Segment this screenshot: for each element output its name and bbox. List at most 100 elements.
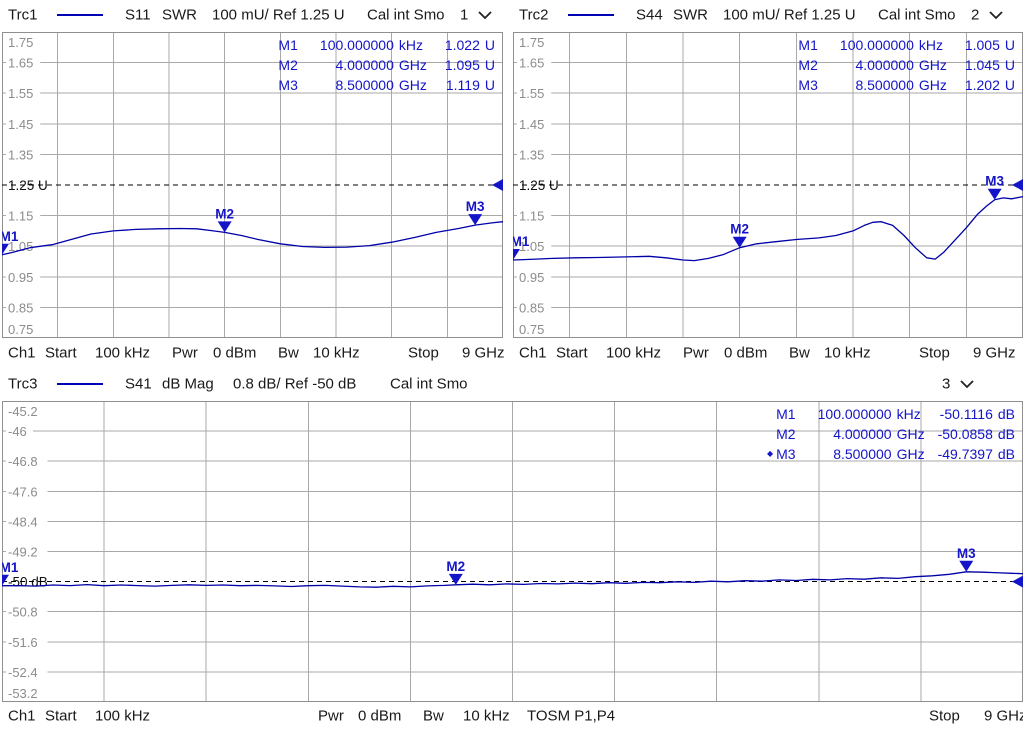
chevron-down-icon[interactable] [988,10,1004,20]
marker-name: M2 [798,57,818,73]
marker-label-M1: M1 [2,229,19,244]
ref-level-arrow-icon[interactable] [492,179,503,191]
marker-readout-row-M3[interactable]: ◆ M3 8.500000 GHz -49.7397 dB [767,444,1015,464]
stop-value[interactable]: 9 GHz [984,707,1023,724]
marker-triangle-M1[interactable] [513,248,521,260]
marker-frequency-unit: GHz [398,57,427,73]
marker-value: -50.0858 [937,426,993,442]
marker-frequency: 8.500000 [833,446,892,462]
trc1-trace-line [2,221,503,256]
stop-value[interactable]: 9 GHz [462,344,505,361]
ref-level-label: 1.25 U [519,178,559,193]
channel-number[interactable]: 1 [460,6,469,24]
y-tick-bg [6,209,41,224]
trace-cal[interactable]: Cal int Smo [367,6,445,24]
marker-readout-row-M1[interactable]: M1 100.000000 kHz 1.005 U [795,35,1015,55]
ref-level-arrow-icon[interactable] [1012,575,1023,588]
marker-triangle-M3[interactable] [468,214,483,226]
y-tick-bg [6,455,48,470]
pwr-value[interactable]: 0 dBm [213,344,257,361]
trace-format[interactable]: SWR [673,6,708,24]
marker-name: M1 [798,37,818,53]
marker-readout-trc2: M1 100.000000 kHz 1.005 U M2 4.000000 GHz 1.045 U… [795,35,1015,95]
trc3-trace-line [2,571,1023,588]
marker-frequency: 100.000000 [839,37,914,53]
y-tick-bg [6,665,48,680]
marker-triangle-M3[interactable] [987,188,1002,200]
trace-sparam[interactable]: S44 [636,6,663,24]
marker-readout-row-M1[interactable]: M1 100.000000 kHz 1.022 U [275,35,495,55]
trc2-plot-area[interactable]: 1.75 1.65 1.55 1.45 1.35 1.15 1.05 0.95 0.85 0.75… [513,32,1023,338]
active-marker-icon: ◆ [766,449,774,458]
marker-value-unit: U [484,37,495,53]
marker-readout-row-M2[interactable]: M2 4.000000 GHz 1.045 U [795,55,1015,75]
trace-label[interactable]: Trc3 [8,375,38,393]
y-tick-label: -51.6 [8,635,38,650]
chevron-down-icon[interactable] [959,379,975,389]
channel-footer-2: Ch1 Start 100 kHz Pwr 0 dBm Bw 10 kHz St… [511,338,1023,367]
bw-value[interactable]: 10 kHz [313,344,360,361]
channel-number[interactable]: 2 [971,6,980,24]
channel-label[interactable]: Ch1 [8,707,36,724]
y-tick-label: 1.75 [8,35,33,50]
pwr-label: Pwr [318,707,344,724]
marker-triangle-M1[interactable] [2,243,10,255]
marker-triangle-M1[interactable] [2,574,10,586]
marker-frequency: 4.000000 [335,57,394,73]
y-tick-bg [6,425,33,440]
trace-style-line-icon [568,14,614,16]
chevron-down-icon[interactable] [477,10,493,20]
y-tick-bg [517,209,552,224]
stop-value[interactable]: 9 GHz [973,344,1016,361]
bw-value[interactable]: 10 kHz [824,344,871,361]
marker-frequency-unit: kHz [896,406,921,422]
y-tick-label: 1.55 [8,86,33,101]
trace-cal[interactable]: Cal int Smo [878,6,956,24]
trace-cal[interactable]: Cal int Smo [390,375,468,393]
y-tick-label: 0.95 [8,270,33,285]
channel-label[interactable]: Ch1 [519,344,547,361]
y-tick-label: -53.2 [8,686,38,701]
trace-format[interactable]: SWR [162,6,197,24]
trace-format[interactable]: dB Mag [162,375,214,393]
trace-scale[interactable]: 0.8 dB/ Ref -50 dB [233,375,357,393]
marker-triangle-M2[interactable] [448,573,463,585]
trace-sparam[interactable]: S41 [125,375,152,393]
trace-sparam[interactable]: S11 [125,6,151,24]
marker-name: M1 [776,406,796,422]
channel-number[interactable]: 3 [942,375,951,393]
trc3-plot-area[interactable]: -45.2 -46 -46.8 -47.6 -48.4 -49.2 -50.8 -51.6 -5… [2,401,1023,702]
marker-name: M2 [776,426,796,442]
trace-scale[interactable]: 100 mU/ Ref 1.25 U [212,6,345,24]
trace-label[interactable]: Trc1 [8,6,38,24]
pwr-label: Pwr [172,344,198,361]
pwr-value[interactable]: 0 dBm [358,707,402,724]
marker-triangle-M2[interactable] [217,221,232,233]
channel-footer-1: Ch1 Start 100 kHz Pwr 0 dBm Bw 10 kHz St… [0,338,511,367]
trace-label[interactable]: Trc2 [519,6,549,24]
marker-name: M2 [278,57,298,73]
y-tick-bg [517,117,552,132]
channel-label[interactable]: Ch1 [8,344,36,361]
marker-value-unit: U [484,77,495,93]
marker-readout-row-M1[interactable]: M1 100.000000 kHz -50.1116 dB [767,404,1015,424]
bw-value[interactable]: 10 kHz [463,707,510,724]
marker-readout-row-M3[interactable]: M3 8.500000 GHz 1.119 U [275,75,495,95]
y-tick-bg [517,87,552,102]
trc1-plot-area[interactable]: 1.75 1.65 1.55 1.45 1.35 1.15 1.05 0.95 0.85 0.75… [2,32,503,338]
marker-readout-row-M3[interactable]: M3 8.500000 GHz 1.202 U [795,75,1015,95]
y-tick-label: 1.35 [8,147,33,162]
marker-triangle-M2[interactable] [732,236,747,248]
y-tick-label: 1.15 [8,209,33,224]
trace-scale[interactable]: 100 mU/ Ref 1.25 U [723,6,856,24]
start-value[interactable]: 100 kHz [95,707,151,724]
marker-triangle-M3[interactable] [959,560,974,572]
start-value[interactable]: 100 kHz [606,344,662,361]
marker-readout-row-M2[interactable]: M2 4.000000 GHz 1.095 U [275,55,495,75]
marker-label-M3: M3 [985,174,1004,189]
start-value[interactable]: 100 kHz [95,344,151,361]
pwr-value[interactable]: 0 dBm [724,344,768,361]
marker-frequency-unit: GHz [398,77,427,93]
ref-level-arrow-icon[interactable] [1012,179,1023,191]
marker-readout-row-M2[interactable]: M2 4.000000 GHz -50.0858 dB [767,424,1015,444]
